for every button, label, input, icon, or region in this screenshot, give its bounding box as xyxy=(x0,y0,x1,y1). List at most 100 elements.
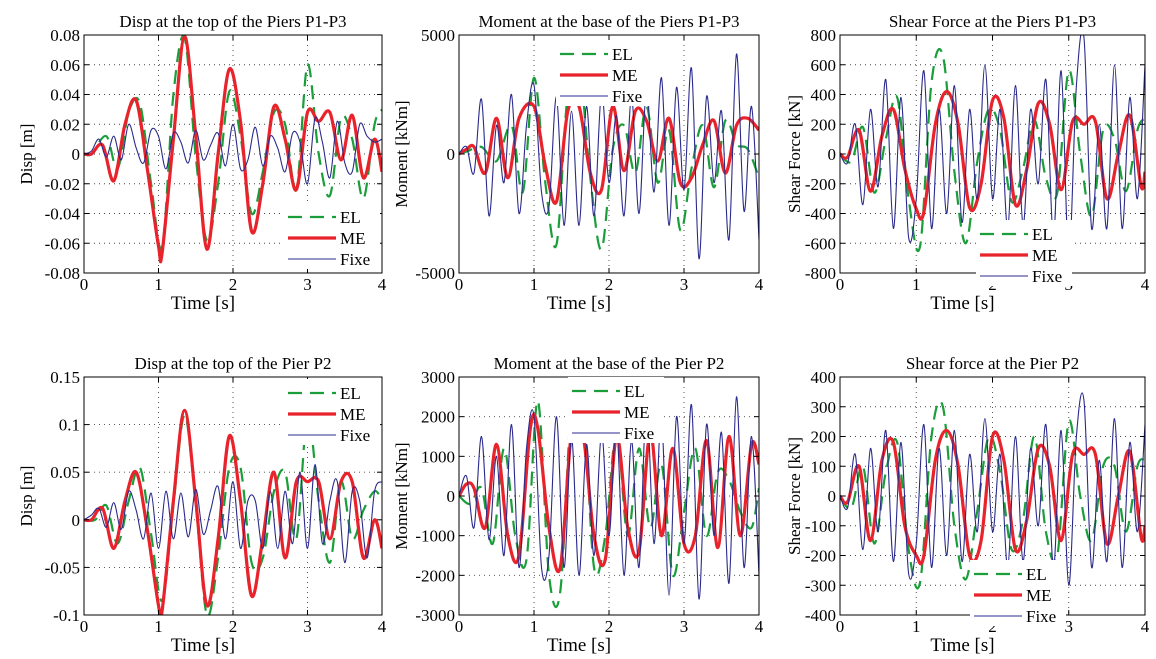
y-tick-label: -2000 xyxy=(415,566,455,585)
legend: EL ME Fixe xyxy=(284,203,380,269)
x-tick-label: 1 xyxy=(154,275,163,294)
y-tick-label: 5000 xyxy=(421,26,455,45)
y-tick-label: -300 xyxy=(805,576,836,595)
y-tick-label: 0.04 xyxy=(50,86,80,105)
x-tick-label: 2 xyxy=(988,617,997,636)
x-tick-label: 0 xyxy=(80,275,89,294)
x-tick-label: 3 xyxy=(680,617,689,636)
legend-label-fixe: Fixe xyxy=(1032,267,1062,286)
y-tick-label: 400 xyxy=(811,86,837,105)
series-group xyxy=(459,377,759,608)
legend-label-el: EL xyxy=(624,382,645,401)
y-axis-label: Disp [m] xyxy=(17,466,36,527)
x-axis-label: Time [s] xyxy=(171,293,235,314)
y-tick-label: -400 xyxy=(805,606,836,625)
y-tick-label: 0.06 xyxy=(50,56,80,75)
series-group xyxy=(459,53,759,260)
series-line-fixe xyxy=(840,392,1145,586)
series-line-fixe xyxy=(840,35,1145,259)
x-tick-label: 1 xyxy=(912,275,921,294)
x-tick-label: 4 xyxy=(378,617,387,636)
y-tick-label: 200 xyxy=(811,115,837,134)
chart-panel-4: 0 1 2 3 4 -0.1 -0.05 0 0.05 0.1 0.15 Disp at the to… xyxy=(17,354,387,656)
series-group xyxy=(840,392,1145,590)
x-axis-label: Time [s] xyxy=(171,635,235,656)
y-tick-label: 2000 xyxy=(421,408,455,427)
x-tick-label: 2 xyxy=(229,617,238,636)
y-tick-label: -0.04 xyxy=(45,205,81,224)
legend-background xyxy=(976,220,1072,286)
legend-label-el: EL xyxy=(1032,225,1053,244)
chart-title: Moment at the base of the Piers P1-P3 xyxy=(478,12,739,31)
legend-background xyxy=(284,203,380,269)
legend-label-el: EL xyxy=(340,208,361,227)
y-tick-label: 0 xyxy=(72,145,81,164)
y-tick-label: 0.02 xyxy=(50,115,80,134)
legend: EL ME Fixe xyxy=(976,220,1072,286)
legend: EL ME Fixe xyxy=(568,377,664,443)
x-tick-label: 3 xyxy=(303,617,312,636)
y-tick-label: -400 xyxy=(805,205,836,224)
series-line-fixe xyxy=(84,464,382,564)
x-axis-label: Time [s] xyxy=(930,635,994,656)
series-line-me xyxy=(84,35,382,264)
legend-label-me: ME xyxy=(1026,586,1052,605)
legend-label-me: ME xyxy=(340,229,366,248)
chart-panel-6: 0 1 2 3 4 -400 -300 -200 -100 0 100 200 300 400 Shear … xyxy=(785,354,1150,656)
x-tick-label: 3 xyxy=(1065,617,1074,636)
x-tick-label: 4 xyxy=(755,275,764,294)
legend-background xyxy=(568,377,664,443)
legend-label-me: ME xyxy=(340,405,366,424)
y-tick-label: -100 xyxy=(805,517,836,536)
legend-label-el: EL xyxy=(340,384,361,403)
y-tick-label: 0.08 xyxy=(50,26,80,45)
x-tick-label: 0 xyxy=(455,275,464,294)
x-tick-label: 2 xyxy=(605,617,614,636)
x-tick-label: 0 xyxy=(836,275,845,294)
legend: EL ME Fixe xyxy=(284,379,380,445)
y-tick-label: 3000 xyxy=(421,368,455,387)
y-tick-label: -0.08 xyxy=(45,264,80,283)
x-tick-label: 1 xyxy=(154,617,163,636)
y-tick-label: 200 xyxy=(811,428,837,447)
legend-label-el: EL xyxy=(612,45,633,64)
x-tick-label: 3 xyxy=(303,275,312,294)
legend-label-fixe: Fixe xyxy=(1026,607,1056,626)
y-tick-label: -0.05 xyxy=(45,558,80,577)
y-tick-label: -3000 xyxy=(415,606,455,625)
y-tick-label: 0 xyxy=(447,487,456,506)
chart-panel-5: 0 1 2 3 4 -3000 -2000 -1000 0 1000 2000 3000 Moment … xyxy=(392,354,764,656)
y-axis-label: Moment [kNm] xyxy=(392,100,411,207)
legend: EL ME Fixe xyxy=(970,560,1066,626)
legend-label-me: ME xyxy=(1032,246,1058,265)
x-tick-label: 0 xyxy=(836,617,845,636)
y-tick-label: -5000 xyxy=(415,264,455,283)
x-tick-label: 0 xyxy=(455,617,464,636)
y-tick-label: -600 xyxy=(805,234,836,253)
legend-label-me: ME xyxy=(612,66,638,85)
x-tick-label: 2 xyxy=(605,275,614,294)
legend-label-fixe: Fixe xyxy=(612,87,642,106)
y-tick-label: 0 xyxy=(447,145,456,164)
x-tick-label: 1 xyxy=(912,617,921,636)
series-line-fixe xyxy=(84,116,382,185)
legend-label-el: EL xyxy=(1026,565,1047,584)
x-tick-label: 3 xyxy=(680,275,689,294)
series-line-me xyxy=(459,412,759,574)
x-axis-label: Time [s] xyxy=(547,293,611,314)
x-tick-label: 2 xyxy=(229,275,238,294)
legend-label-fixe: Fixe xyxy=(340,250,370,269)
y-axis-label: Shear Force [kN] xyxy=(785,437,804,555)
y-tick-label: 0 xyxy=(828,487,837,506)
series-line-el xyxy=(459,377,759,608)
y-tick-label: -200 xyxy=(805,547,836,566)
legend-background xyxy=(556,40,652,106)
chart-title: Shear Force at the Piers P1-P3 xyxy=(889,12,1096,31)
y-tick-label: 0.15 xyxy=(50,368,80,387)
series-group xyxy=(84,35,382,264)
chart-title: Shear force at the Pier P2 xyxy=(906,354,1079,373)
y-tick-label: 400 xyxy=(811,368,837,387)
y-tick-label: 100 xyxy=(811,457,837,476)
